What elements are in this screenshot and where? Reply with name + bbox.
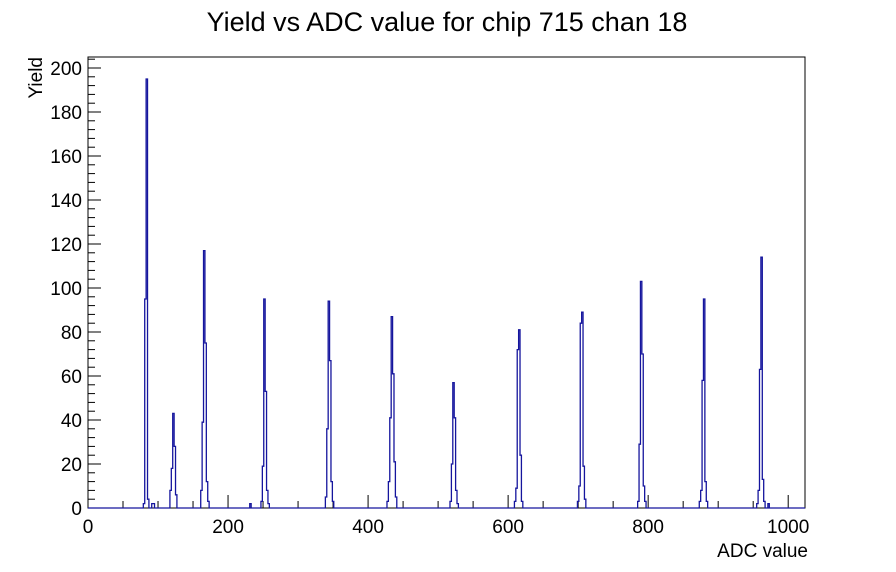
x-tick-label: 0 (83, 517, 94, 538)
x-tick-label: 1000 (767, 517, 809, 538)
y-axis-title: Yield (26, 57, 47, 99)
y-tick-label: 140 (50, 191, 82, 212)
y-tick-label: 200 (50, 59, 82, 80)
x-tick-label: 800 (632, 517, 664, 538)
y-tick-label: 160 (50, 147, 82, 168)
y-tick-label: 180 (50, 103, 82, 124)
y-tick-label: 80 (61, 323, 82, 344)
y-tick-label: 0 (71, 499, 82, 520)
x-axis-title: ADC value (717, 541, 808, 562)
y-tick-label: 100 (50, 279, 82, 300)
x-tick-label: 600 (492, 517, 524, 538)
y-tick-label: 60 (61, 367, 82, 388)
y-tick-label: 120 (50, 235, 82, 256)
y-tick-label: 40 (61, 411, 82, 432)
chart-title: Yield vs ADC value for chip 715 chan 18 (207, 7, 688, 37)
x-tick-label: 200 (212, 517, 244, 538)
histogram-line (88, 78, 805, 509)
x-tick-label: 400 (352, 517, 384, 538)
y-tick-label: 20 (61, 455, 82, 476)
plot-frame (87, 56, 806, 509)
